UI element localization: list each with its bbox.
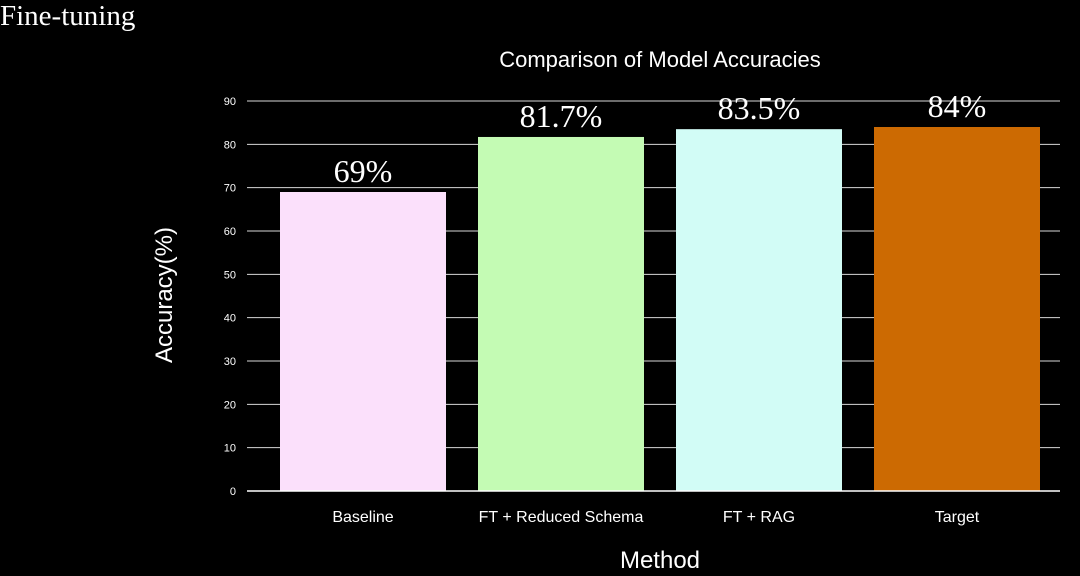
x-axis-label: Method <box>620 547 700 574</box>
y-tick-label: 70 <box>224 183 236 195</box>
bar <box>280 192 446 491</box>
y-tick-label: 50 <box>224 269 236 281</box>
data-label: 69% <box>334 153 393 189</box>
y-axis-ticks: 0 10 20 30 40 50 60 70 80 90 <box>224 96 236 498</box>
x-tick-label: FT + RAG <box>723 509 795 526</box>
data-label: 81.7% <box>520 98 603 134</box>
slide-title: Fine-tuning <box>0 0 136 32</box>
bar <box>478 136 644 491</box>
x-tick-label: FT + Reduced Schema <box>479 509 644 526</box>
x-tick-label: Target <box>935 509 980 526</box>
data-labels: 69% 81.7% 83.5% 84% <box>334 88 987 189</box>
y-axis-label: Accuracy(%) <box>151 227 178 363</box>
y-tick-label: 40 <box>224 313 236 325</box>
y-tick-label: 20 <box>224 399 236 411</box>
y-tick-label: 10 <box>224 443 236 455</box>
x-tick-label: Baseline <box>332 509 393 526</box>
chart-title: Comparison of Model Accuracies <box>499 47 821 72</box>
y-tick-label: 30 <box>224 356 236 368</box>
data-label: 83.5% <box>718 90 801 126</box>
y-tick-label: 90 <box>224 96 236 108</box>
y-tick-label: 0 <box>230 486 236 498</box>
data-label: 84% <box>928 88 987 124</box>
bar <box>874 127 1040 491</box>
x-axis-categories: Baseline FT + Reduced Schema FT + RAG Targe… <box>332 509 979 526</box>
y-tick-label: 80 <box>224 139 236 151</box>
y-tick-label: 60 <box>224 226 236 238</box>
bars <box>280 127 1040 491</box>
bar <box>676 129 842 491</box>
